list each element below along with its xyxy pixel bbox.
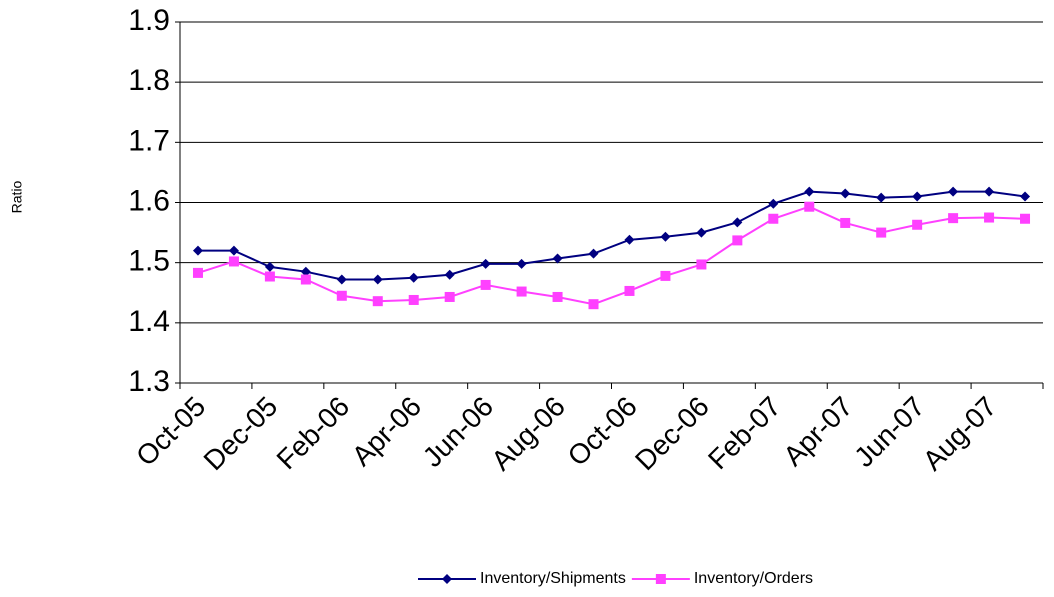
x-tick-label: Apr-06 xyxy=(346,391,427,472)
point xyxy=(516,258,527,269)
point xyxy=(336,274,347,285)
point xyxy=(1020,213,1031,224)
legend-marker xyxy=(442,574,452,584)
y-tick-label: 1.9 xyxy=(128,4,170,37)
series-line xyxy=(197,205,1026,306)
point xyxy=(1020,191,1031,202)
point xyxy=(912,191,923,202)
x-tick-label: Oct-06 xyxy=(562,391,643,472)
point xyxy=(408,294,419,305)
point xyxy=(444,291,455,302)
point xyxy=(480,258,491,269)
point xyxy=(876,227,887,238)
y-tick-label: 1.4 xyxy=(128,305,170,338)
point xyxy=(516,286,527,297)
point xyxy=(444,269,455,280)
point xyxy=(192,245,203,256)
point xyxy=(876,192,887,203)
point xyxy=(372,296,383,307)
y-tick-label: 1.8 xyxy=(128,64,170,97)
point xyxy=(840,188,851,199)
point xyxy=(732,217,743,228)
point xyxy=(912,219,923,230)
legend-marker xyxy=(655,574,666,584)
point xyxy=(408,272,419,283)
y-axis-label: Ratio xyxy=(9,180,25,213)
x-tick-label: Feb-07 xyxy=(702,391,787,476)
legend-label: Inventory/Orders xyxy=(694,570,813,587)
y-tick-label: 1.5 xyxy=(128,245,170,278)
x-tick-label: Jun-07 xyxy=(848,391,930,473)
point xyxy=(300,266,311,277)
point xyxy=(624,234,635,245)
x-tick-label: Dec-05 xyxy=(198,391,284,477)
point xyxy=(984,186,995,197)
point xyxy=(660,270,671,281)
point xyxy=(264,261,275,272)
series-line xyxy=(197,190,1026,281)
point xyxy=(984,212,995,223)
point xyxy=(804,201,815,212)
x-tick-label: Jun-06 xyxy=(417,391,499,473)
x-tick-label: Aug-07 xyxy=(917,391,1003,477)
y-tick-label: 1.3 xyxy=(128,365,170,398)
point xyxy=(768,213,779,224)
point xyxy=(552,291,563,302)
point xyxy=(660,231,671,242)
x-tick-label: Feb-06 xyxy=(271,391,356,476)
legend-label: Inventory/Shipments xyxy=(480,570,626,587)
point xyxy=(228,245,239,256)
point xyxy=(228,256,239,267)
point xyxy=(804,186,815,197)
point xyxy=(372,274,383,285)
y-tick-label: 1.7 xyxy=(128,124,170,157)
point xyxy=(840,217,851,228)
point xyxy=(696,259,707,270)
point xyxy=(192,267,203,278)
point xyxy=(480,279,491,290)
x-tick-label: Aug-06 xyxy=(485,391,571,477)
point xyxy=(300,274,311,285)
y-tick-label: 1.6 xyxy=(128,184,170,217)
point xyxy=(336,290,347,301)
x-tick-label: Dec-06 xyxy=(629,391,715,477)
point xyxy=(264,271,275,282)
point xyxy=(552,253,563,264)
point xyxy=(624,285,635,296)
point xyxy=(588,248,599,259)
point xyxy=(696,227,707,238)
x-tick-label: Apr-07 xyxy=(777,391,858,472)
point xyxy=(732,235,743,246)
point xyxy=(948,186,959,197)
point xyxy=(768,198,779,209)
x-tick-label: Oct-05 xyxy=(130,391,211,472)
point xyxy=(588,299,599,310)
point xyxy=(948,213,959,224)
